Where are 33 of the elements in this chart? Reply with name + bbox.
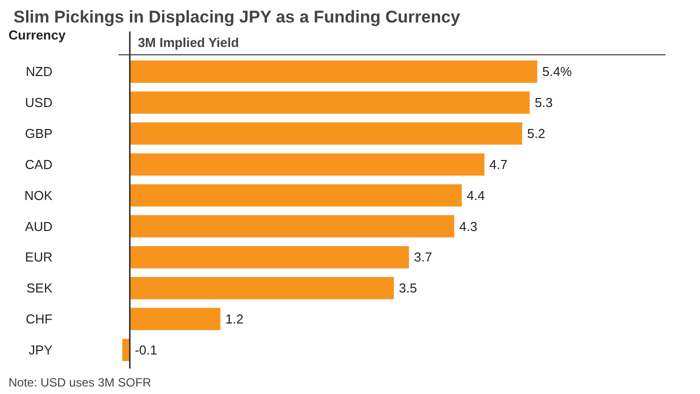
y-tick-label: GBP [25,126,53,142]
data-label: 4.3 [459,218,478,234]
y-tick-label: EUR [25,250,53,265]
bar [130,153,484,176]
chart-title: Slim Pickings in Displacing JPY as a Funding Currency [14,8,461,26]
data-label: 1.2 [225,312,244,327]
data-label: 5.3 [534,95,553,110]
y-tick-label: NOK [24,188,53,203]
y-tick-label: CAD [25,156,53,172]
bar [130,184,462,206]
data-label: 4.7 [489,156,508,172]
y-tick-label: NZD [26,64,52,80]
bar [130,276,394,300]
bar [130,91,530,114]
data-label: 5.4% [542,64,572,80]
y-tick-label: JPY [28,342,53,358]
x-axis-title: 3M Implied Yield [138,34,240,50]
y-tick-label: USD [25,95,53,110]
data-label: 4.4 [466,188,485,203]
bar [130,246,409,268]
y-tick-label: AUD [25,218,53,234]
bar [130,215,454,238]
y-tick-label: CHF [26,312,53,327]
y-tick-label: SEK [26,280,53,296]
text: Note: USD uses 3M SOFR [8,376,152,390]
data-label: 5.2 [527,126,546,142]
bar [130,122,522,145]
bar [130,308,220,330]
data-label: 3.5 [398,280,417,296]
data-label: 3.7 [414,250,432,265]
data-label: -0.1 [134,342,158,358]
bar [130,60,538,83]
y-axis-title: Currency [8,28,66,42]
